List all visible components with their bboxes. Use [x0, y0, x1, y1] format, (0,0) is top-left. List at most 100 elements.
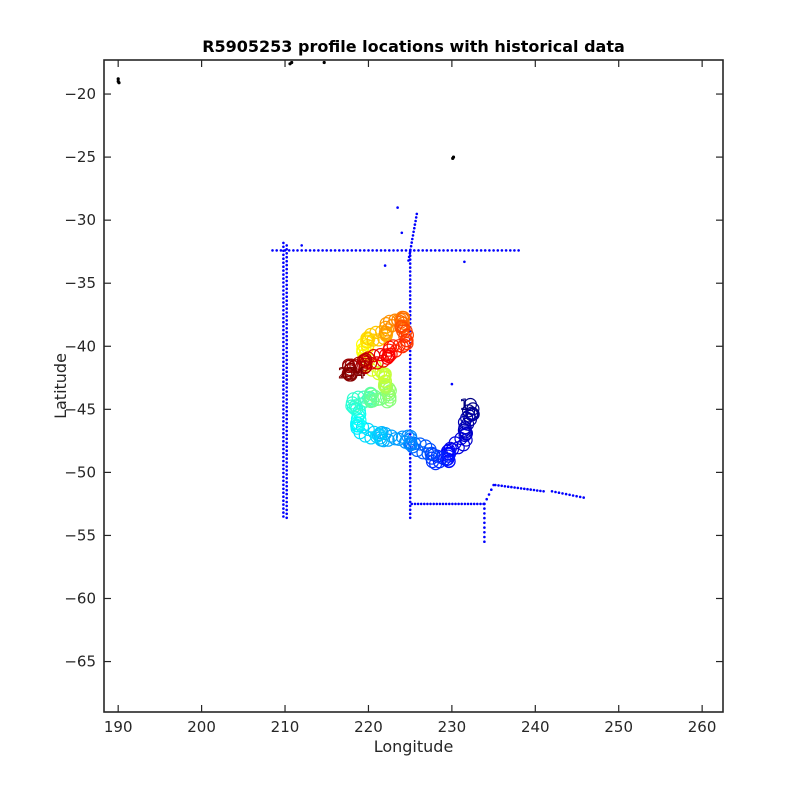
historical-point [487, 493, 491, 496]
historical-point [471, 249, 475, 252]
y-tick-label: −50 [64, 463, 96, 481]
historical-point [285, 291, 289, 295]
historical-point [408, 385, 412, 389]
historical-point [279, 249, 283, 252]
historical-point [282, 336, 285, 340]
historical-point [417, 249, 420, 252]
historical-point [308, 249, 312, 252]
historical-point [450, 249, 454, 252]
profile-marker [368, 389, 382, 403]
historical-point [523, 487, 526, 491]
historical-point [438, 502, 442, 506]
historical-point [408, 464, 412, 468]
profile-label: 274 [338, 366, 365, 382]
historical-point [476, 502, 479, 506]
historical-point [285, 398, 289, 401]
historical-point [285, 421, 289, 425]
historical-point [517, 249, 520, 252]
historical-point [282, 269, 285, 272]
historical-point [483, 516, 486, 520]
historical-point [285, 394, 289, 397]
profile-marker [400, 328, 414, 342]
historical-point [282, 340, 285, 344]
historical-point [285, 338, 289, 342]
historical-point [408, 262, 412, 265]
historical-point [408, 496, 412, 500]
historical-point [275, 249, 279, 252]
historical-point [409, 248, 412, 252]
profile-marker [342, 359, 356, 374]
historical-point [479, 249, 483, 252]
historical-point [383, 249, 387, 252]
historical-point [415, 212, 419, 216]
profile-marker [349, 399, 363, 413]
historical-point [578, 495, 582, 499]
axis-ticks: 190 200 210 220 230 240 250 260 −20 −25 −30 −35 −40 −… [64, 60, 723, 736]
historical-point [408, 353, 412, 357]
historical-point [342, 249, 345, 252]
historical-point [285, 299, 289, 303]
historical-point [396, 206, 399, 209]
historical-point [408, 468, 412, 472]
land-point [116, 77, 120, 81]
historical-point [454, 249, 458, 252]
historical-point [363, 249, 366, 252]
historical-point [485, 497, 489, 501]
historical-point [413, 249, 416, 252]
historical-point [285, 386, 289, 389]
historical-point [519, 487, 523, 490]
historical-point [282, 360, 285, 364]
historical-point [325, 249, 329, 252]
historical-point [282, 344, 285, 348]
historical-point [400, 231, 404, 235]
y-tick-label: −25 [64, 148, 96, 166]
historical-point [285, 327, 289, 330]
historical-point [441, 502, 445, 506]
historical-point [282, 245, 285, 249]
y-tick-label: −55 [64, 526, 96, 544]
profile-marker [416, 446, 430, 460]
historical-point [408, 504, 412, 508]
historical-point [408, 389, 412, 393]
historical-point [285, 496, 289, 500]
historical-point [317, 249, 320, 252]
historical-point [408, 405, 412, 408]
historical-point [483, 540, 486, 543]
historical-point [285, 378, 289, 381]
profile-marker [371, 367, 385, 381]
historical-point [282, 305, 285, 308]
historical-point [282, 400, 285, 403]
historical-point [388, 249, 391, 252]
historical-point [285, 477, 289, 480]
historical-point [408, 500, 412, 504]
historical-point [408, 484, 412, 488]
historical-point [557, 491, 561, 495]
historical-point [432, 502, 436, 506]
historical-point [285, 271, 289, 275]
historical-point [408, 310, 412, 313]
historical-point [408, 298, 412, 301]
historical-point [408, 252, 412, 255]
historical-point [285, 295, 289, 299]
historical-point [282, 309, 285, 312]
y-tick-label: −20 [64, 85, 96, 103]
y-tick-label: −45 [64, 400, 96, 418]
historical-point [458, 249, 462, 252]
historical-point [338, 249, 341, 252]
historical-point [282, 439, 285, 443]
historical-point [444, 502, 448, 506]
historical-point [282, 495, 285, 499]
historical-point [413, 226, 416, 230]
historical-point [285, 252, 289, 255]
historical-point [413, 223, 417, 226]
historical-point [475, 249, 479, 252]
historical-point [408, 377, 412, 381]
historical-point [285, 370, 289, 374]
historical-point [282, 320, 285, 324]
historical-point [429, 249, 433, 252]
historical-point [282, 257, 285, 261]
historical-point [408, 294, 412, 297]
historical-point [285, 354, 289, 358]
historical-point [408, 274, 412, 277]
historical-point [282, 356, 285, 360]
